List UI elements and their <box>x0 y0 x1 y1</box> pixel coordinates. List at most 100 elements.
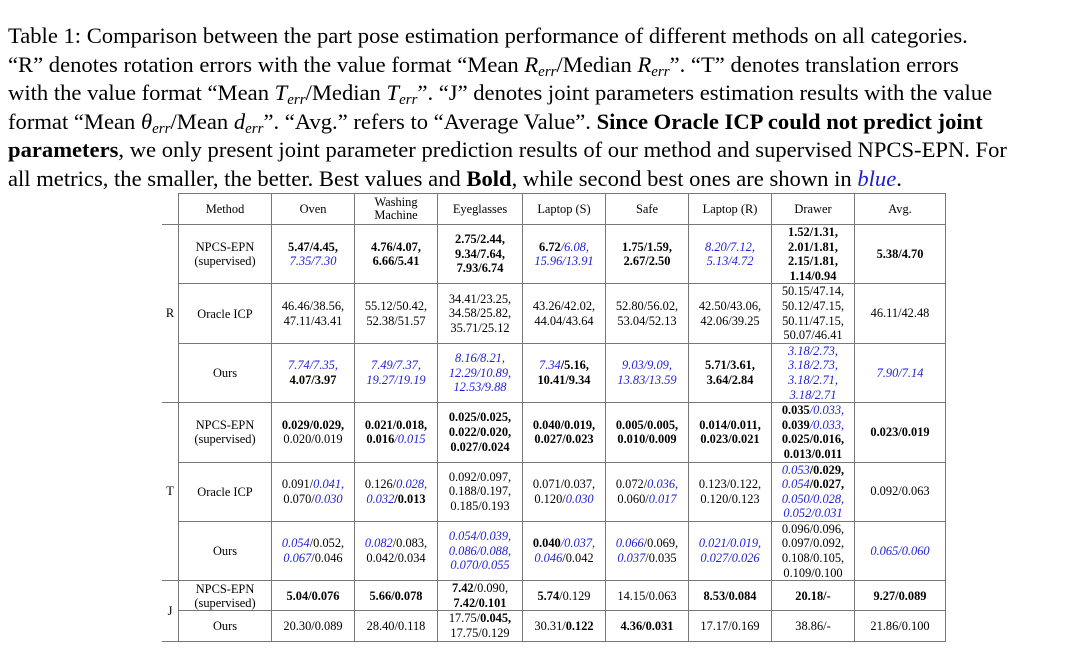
value-segment: 34.58/25.82, <box>448 306 512 321</box>
value-segment: /6.08, <box>560 239 589 254</box>
value-segment: 0.023/0.021 <box>700 432 760 447</box>
value-line: 0.021/0.019, <box>692 536 768 551</box>
value-segment: 42.06/39.25 <box>700 313 760 328</box>
value-segment: 0.016 <box>366 432 395 447</box>
value-segment: 0.122 <box>565 618 594 633</box>
value-segment: 46.11/42.48 <box>870 306 930 321</box>
value-cell: 0.040/0.019, 0.027/0.023 <box>522 402 606 463</box>
value-segment: 17.75/ <box>448 611 481 626</box>
header-row: Method Oven Washing Machine Eyeglasses L… <box>162 193 946 225</box>
value-line: 0.108/0.105, <box>775 551 851 566</box>
value-segment: 7.90/7.14 <box>876 365 924 380</box>
value-segment: 7.74/7.35, <box>288 358 338 373</box>
value-line: 46.46/38.56, <box>275 299 351 314</box>
value-cell: 5.47/4.45, 7.35/7.30 <box>271 223 355 285</box>
value-line: 2.15/1.81, <box>775 254 851 269</box>
value-line: 0.029/0.029, <box>275 418 351 433</box>
value-cell: 0.091/0.041, 0.070/0.030 <box>271 461 355 522</box>
value-line: 4.07/3.97 <box>275 373 351 388</box>
value-segment: /0.069, <box>643 536 679 551</box>
value-segment: /5.16, <box>560 358 589 373</box>
value-segment: 3.18/2.71 <box>789 387 837 402</box>
value-line: 0.025/0.016, <box>775 432 851 447</box>
value-segment: 1.75/1.59, <box>622 239 672 254</box>
method-name: NPCS-EPN <box>195 418 255 433</box>
value-segment: 17.75/0.129 <box>450 626 510 641</box>
value-segment: 1.14/0.94 <box>789 268 837 283</box>
value-line: 5.13/4.72 <box>692 254 768 269</box>
value-segment: 0.032 <box>366 491 395 506</box>
value-segment: 0.027/0.026 <box>700 551 760 566</box>
caption-line-3: with the value format “Mean Terr/Median … <box>8 80 993 108</box>
value-segment: 14.15/0.063 <box>617 588 677 603</box>
value-line: 3.64/2.84 <box>692 373 768 388</box>
value-segment: 15.96/13.91 <box>534 254 594 269</box>
value-segment: 17.17/0.169 <box>700 618 760 633</box>
value-cell: 20.18/- <box>771 580 855 612</box>
value-cell: 6.72/6.08, 15.96/13.91 <box>522 223 606 285</box>
value-segment: 0.060/ <box>617 491 649 506</box>
value-line: 17.17/0.169 <box>692 619 768 634</box>
value-cell: 5.04/0.076 <box>271 580 355 612</box>
value-segment: 6.66/5.41 <box>372 254 420 269</box>
value-line: 9.03/9.09, <box>609 358 685 373</box>
value-segment: 50.15/47.14, <box>781 284 845 299</box>
value-segment: 0.030 <box>314 491 343 506</box>
value-segment: 0.017 <box>648 491 677 506</box>
value-line: 5.04/0.076 <box>275 589 351 604</box>
value-line: 3.18/2.71, <box>775 373 851 388</box>
value-line: 0.016/0.015 <box>358 432 434 447</box>
value-line: 0.067/0.046 <box>275 551 351 566</box>
table-row: T NPCS-EPN (supervised) 0.029/0.029, 0.020/0… <box>162 402 946 582</box>
value-cell: 28.40/0.118 <box>354 610 438 642</box>
value-segment: 5.66/0.078 <box>369 588 423 603</box>
header-laptop-s: Laptop (S) <box>522 193 606 225</box>
caption-line-4: format “Mean θerr/Mean derr”. “Avg.” ref… <box>8 108 983 137</box>
value-cell: 0.054/0.039, 0.086/0.088, 0.070/0.055 <box>437 520 523 582</box>
value-segment: 0.040 <box>532 536 561 551</box>
value-cell: 0.025/0.025, 0.022/0.020, 0.027/0.024 <box>437 402 523 463</box>
value-line: 0.096/0.096, <box>775 522 851 537</box>
value-segment: 0.072/ <box>615 477 648 492</box>
value-segment: 0.053 <box>781 462 810 477</box>
value-line: 3.18/2.73, <box>775 358 851 373</box>
value-segment: 4.76/4.07, <box>371 239 421 254</box>
value-line: 5.38/4.70 <box>858 247 942 262</box>
value-segment: 7.34 <box>539 358 561 373</box>
value-segment: 0.096/0.096, <box>781 521 845 536</box>
value-line: 50.07/46.41 <box>775 328 851 343</box>
header-washing-machine: Washing Machine <box>354 193 438 225</box>
value-line: 0.039/0.033, <box>775 418 851 433</box>
method-note: (supervised) <box>194 595 256 610</box>
value-segment: 52.38/51.57 <box>366 313 426 328</box>
value-line: 9.27/0.089 <box>858 589 942 604</box>
value-segment: 3.64/2.84 <box>706 372 754 387</box>
value-segment: 0.070/ <box>283 491 315 506</box>
value-segment: 20.18/- <box>795 588 831 603</box>
value-line: 19.27/19.19 <box>358 373 434 388</box>
value-cell: 7.90/7.14 <box>854 342 946 404</box>
value-cell: 0.023/0.019 <box>854 402 946 463</box>
value-segment: 0.036, <box>647 477 679 492</box>
value-line: 3.18/2.73, <box>775 344 851 359</box>
value-cell: 1.75/1.59, 2.67/2.50 <box>605 223 689 285</box>
value-cell: 42.50/43.06, 42.06/39.25 <box>688 283 772 344</box>
results-table: Method Oven Washing Machine Eyeglasses L… <box>162 193 946 642</box>
value-cell: 0.040/0.037, 0.046/0.042 <box>522 520 606 582</box>
value-cell: 0.021/0.018, 0.016/0.015 <box>354 402 438 463</box>
value-line: 52.38/51.57 <box>358 314 434 329</box>
value-segment: /0.037, <box>560 536 596 551</box>
value-cell: 5.71/3.61, 3.64/2.84 <box>688 342 772 404</box>
method-note: (supervised) <box>194 432 256 447</box>
value-segment: 0.108/0.105, <box>781 551 845 566</box>
value-cell: 0.082/0.083, 0.042/0.034 <box>354 520 438 582</box>
value-line: 0.027/0.023 <box>526 432 602 447</box>
value-line: 20.30/0.089 <box>275 619 351 634</box>
value-segment: /0.033, <box>809 417 845 432</box>
value-segment: 10.41/9.34 <box>537 372 591 387</box>
value-line: 28.40/0.118 <box>358 619 434 634</box>
value-line: 0.005/0.005, <box>609 418 685 433</box>
value-segment: 0.120/ <box>534 491 566 506</box>
value-segment: 6.72 <box>539 239 561 254</box>
value-segment: 4.36/0.031 <box>620 618 674 633</box>
